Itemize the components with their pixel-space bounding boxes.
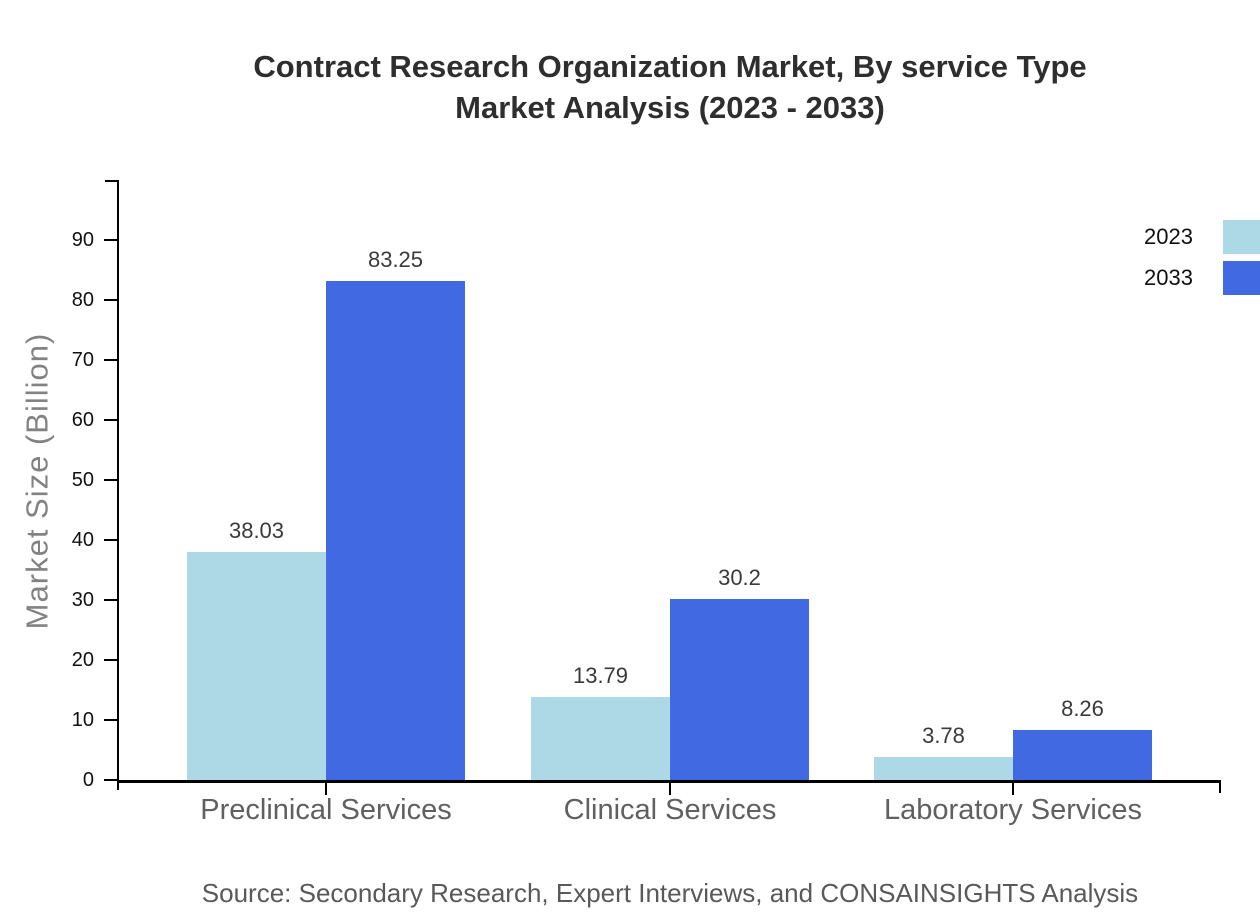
bar-2033-clinical-services (670, 598, 809, 780)
legend-label-2033: 2033 (1144, 265, 1193, 290)
bar-2023-preclinical-services (187, 551, 326, 780)
x-axis-category-label-preclinical-services: Preclinical Services (200, 794, 452, 826)
y-tick-label-80: 80 (71, 289, 94, 311)
value-label-2023-preclinical-services: 38.03 (228, 517, 285, 543)
y-tick-label-40: 40 (71, 529, 94, 551)
y-tick-label-10: 10 (71, 709, 94, 731)
value-label-2033-preclinical-services: 83.25 (367, 246, 424, 272)
legend-swatch-2033 (1223, 261, 1260, 295)
y-tick-label-20: 20 (71, 649, 94, 671)
y-tick-90 (104, 239, 118, 241)
y-tick-0 (104, 779, 118, 781)
legend-item-2023: 2023 (1101, 220, 1260, 254)
x-axis-end-cap (1219, 780, 1221, 793)
y-tick-40 (104, 539, 118, 541)
y-tick-30 (104, 599, 118, 601)
value-label-2033-laboratory-services: 8.26 (1061, 696, 1104, 722)
legend-label-2023: 2023 (1144, 224, 1193, 249)
y-tick-label-60: 60 (71, 409, 94, 431)
chart-title-line2: Market Analysis (2023 - 2033) (455, 90, 885, 125)
y-axis-line (117, 180, 119, 790)
y-tick-label-0: 0 (82, 769, 94, 791)
bar-2023-laboratory-services (874, 757, 1013, 780)
value-label-2033-clinical-services: 30.2 (718, 564, 761, 590)
y-tick-50 (104, 479, 118, 481)
legend-swatch-2023 (1223, 220, 1260, 254)
x-tick-laboratory-services (1012, 781, 1014, 795)
y-tick-70 (104, 359, 118, 361)
y-tick-label-50: 50 (71, 469, 94, 491)
x-tick-clinical-services (669, 781, 671, 795)
x-axis-category-label-laboratory-services: Laboratory Services (884, 794, 1142, 826)
source-note: Source: Secondary Research, Expert Inter… (201, 878, 1139, 908)
bar-2023-clinical-services (531, 697, 670, 780)
x-tick-preclinical-services (325, 781, 327, 795)
bar-2033-preclinical-services (326, 280, 465, 780)
y-tick-label-70: 70 (71, 349, 94, 371)
value-label-2023-laboratory-services: 3.78 (922, 723, 965, 749)
legend-item-2033: 2033 (1101, 261, 1260, 295)
y-tick-label-90: 90 (71, 229, 94, 251)
y-tick-80 (104, 299, 118, 301)
y-axis-top-cap (105, 180, 119, 182)
y-tick-60 (104, 419, 118, 421)
x-axis-category-label-clinical-services: Clinical Services (563, 794, 777, 826)
chart-title: Contract Research Organization Market, B… (80, 46, 1260, 128)
chart-title-line1: Contract Research Organization Market, B… (253, 49, 1087, 84)
y-tick-20 (104, 659, 118, 661)
value-label-2023-clinical-services: 13.79 (572, 663, 629, 689)
bar-2033-laboratory-services (1013, 730, 1152, 780)
y-tick-label-30: 30 (71, 589, 94, 611)
y-tick-10 (104, 719, 118, 721)
